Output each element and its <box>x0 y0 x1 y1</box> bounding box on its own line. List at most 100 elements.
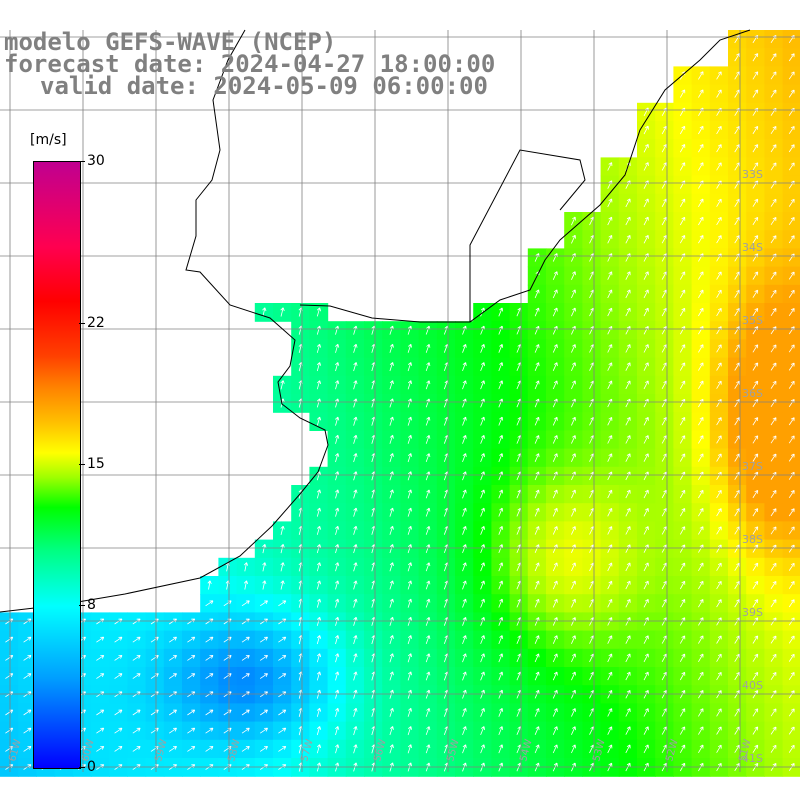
wind-arrow <box>353 671 358 681</box>
wind-arrow <box>552 344 558 353</box>
wind-arrow <box>223 636 232 643</box>
wind-arrow <box>661 271 667 280</box>
wind-cell <box>728 157 747 177</box>
wind-cell <box>582 721 602 741</box>
wind-cell <box>709 248 729 268</box>
wind-cell <box>618 685 638 704</box>
wind-arrow <box>679 198 686 207</box>
wind-cell <box>709 739 729 759</box>
wind-arrow <box>571 726 576 735</box>
wind-arrow <box>752 125 759 135</box>
wind-arrow <box>353 343 358 353</box>
wind-arrow <box>752 344 759 353</box>
wind-cell <box>655 485 674 504</box>
wind-cell <box>145 612 165 632</box>
wind-arrow <box>280 307 285 317</box>
wind-cell <box>182 667 201 686</box>
wind-cell <box>182 703 201 723</box>
wind-cell <box>109 648 128 668</box>
wind-arrow <box>462 616 467 626</box>
wind-arrow <box>679 508 686 517</box>
wind-cell <box>691 685 711 704</box>
wind-cell <box>582 248 602 268</box>
wind-cell <box>728 739 747 759</box>
wind-cell <box>764 448 784 468</box>
wind-cell <box>600 303 620 322</box>
wind-cell <box>18 685 37 704</box>
wind-cell <box>582 284 602 304</box>
wind-cell <box>582 685 602 704</box>
wind-arrow <box>752 380 759 389</box>
wind-cell <box>600 703 620 723</box>
wind-cell <box>655 102 674 122</box>
wind-arrow <box>241 673 250 679</box>
wind-arrow <box>389 616 394 626</box>
wind-arrow <box>607 726 613 735</box>
wind-cell <box>582 321 602 340</box>
wind-arrow <box>607 216 613 226</box>
wind-arrow <box>770 672 777 681</box>
wind-arrow <box>607 416 613 426</box>
wind-cell <box>254 648 274 668</box>
wind-arrow <box>679 599 686 608</box>
wind-cell <box>673 303 693 322</box>
wind-arrow <box>571 234 576 244</box>
wind-cell <box>582 466 602 486</box>
wind-cell <box>618 284 638 304</box>
valid-date: valid date: 2024-05-09 06:00:00 <box>40 72 488 100</box>
wind-arrow <box>407 707 412 717</box>
wind-arrow <box>716 726 722 735</box>
wind-arrow <box>480 507 485 517</box>
wind-arrow <box>480 580 485 590</box>
wind-cell <box>709 266 729 286</box>
wind-arrow <box>716 362 722 371</box>
wind-cell <box>182 739 201 759</box>
wind-cell <box>637 758 656 777</box>
wind-arrow <box>571 507 576 517</box>
wind-arrow <box>698 562 704 572</box>
wind-cell <box>637 739 656 759</box>
wind-cell <box>764 521 784 541</box>
wind-arrow <box>480 707 485 717</box>
wind-arrow <box>716 253 722 262</box>
wind-arrow <box>389 726 394 736</box>
wind-arrow <box>498 562 504 572</box>
wind-cell <box>673 139 693 158</box>
coastline-west <box>0 29 329 613</box>
wind-cell <box>145 739 165 759</box>
wind-cell <box>655 412 674 431</box>
wind-arrow <box>353 744 358 754</box>
wind-arrow <box>498 671 504 681</box>
wind-arrow <box>716 216 722 226</box>
wind-arrow <box>114 636 123 643</box>
wind-arrow <box>607 162 613 171</box>
wind-cell <box>673 721 693 741</box>
wind-cell <box>637 539 656 559</box>
wind-cell <box>637 503 656 522</box>
wind-arrow <box>661 453 667 462</box>
wind-cell <box>254 594 274 613</box>
wind-cell <box>637 485 656 504</box>
wind-cell <box>673 157 693 177</box>
wind-arrow <box>607 362 613 371</box>
wind-cell <box>18 612 37 632</box>
wind-cell <box>764 576 784 595</box>
wind-arrow <box>661 144 667 153</box>
wind-arrow <box>734 53 740 62</box>
wind-arrow <box>788 289 795 298</box>
wind-arrow <box>243 562 249 572</box>
coastline <box>0 29 751 613</box>
latitude-label: 39S <box>742 606 763 619</box>
wind-cell <box>709 521 729 541</box>
wind-arrow <box>679 125 686 135</box>
wind-arrow <box>643 380 649 390</box>
wind-cell <box>673 321 693 340</box>
wind-cell <box>764 557 784 577</box>
wind-arrow <box>734 435 740 444</box>
wind-arrow <box>389 562 394 572</box>
wind-arrow <box>280 525 285 535</box>
wind-arrow <box>407 616 412 626</box>
wind-arrow <box>407 671 412 681</box>
wind-cell <box>637 430 656 450</box>
wind-cell <box>655 321 674 340</box>
